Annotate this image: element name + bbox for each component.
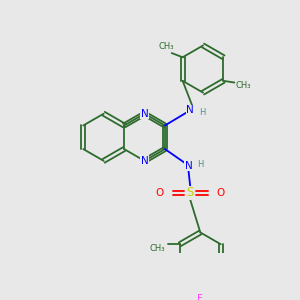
Text: CH₃: CH₃ [236, 81, 251, 90]
Text: N: N [141, 109, 148, 119]
Text: O: O [156, 188, 164, 198]
Text: CH₃: CH₃ [149, 244, 165, 253]
Text: O: O [216, 188, 225, 198]
Text: H: H [199, 107, 205, 116]
Text: H: H [197, 160, 203, 169]
Text: CH₃: CH₃ [158, 42, 173, 51]
Text: N: N [186, 105, 194, 115]
Text: F: F [197, 294, 203, 300]
Text: S: S [187, 186, 194, 200]
Text: N: N [185, 161, 192, 171]
Text: N: N [141, 156, 148, 166]
